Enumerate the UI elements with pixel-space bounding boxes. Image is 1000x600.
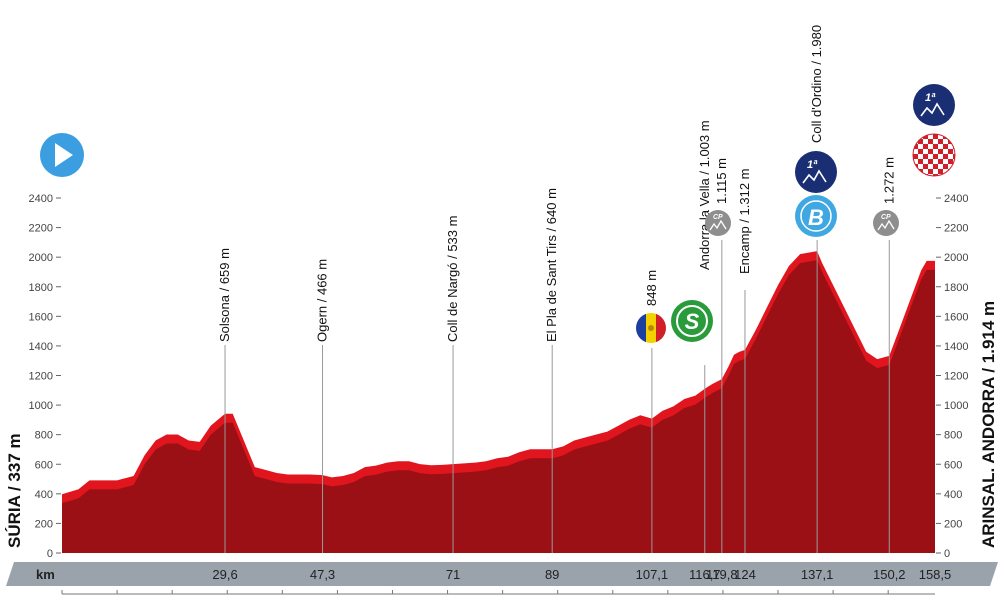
km-label: 107,1 [636, 567, 669, 582]
svg-text:1ª: 1ª [807, 159, 818, 171]
km-label: 29,6 [212, 567, 237, 582]
km-axis-label: km [36, 567, 55, 582]
y-tick-label-left: 600 [35, 459, 53, 471]
y-axis-left: 0 200 400 600 800 1000 1200 1400 1600 1800 2000 220… [29, 193, 61, 560]
waypoint-label: Encamp / 1.312 m [737, 169, 752, 275]
km-label: 119,8 [706, 567, 738, 582]
km-label: 71 [446, 567, 460, 582]
start-badge [40, 133, 84, 177]
svg-text:CP: CP [713, 214, 723, 221]
finish-flag-badge [912, 133, 956, 177]
waypoint-label: Andorra la Vella / 1.003 m [697, 120, 712, 270]
waypoint-label: Coll d'Ordino / 1.980 [809, 25, 824, 143]
y-tick-label-right: 600 [944, 459, 962, 471]
waypoint-label: El Pla de Sant Tirs / 640 m [544, 188, 559, 342]
svg-text:CP: CP [881, 214, 891, 221]
cp-icon-1: CP [705, 210, 731, 236]
svg-text:1ª: 1ª [925, 92, 936, 104]
profile-area [62, 260, 935, 553]
y-tick-label-right: 1400 [944, 341, 968, 353]
waypoint-label: 848 m [644, 270, 659, 306]
y-tick-label-right: 800 [944, 430, 962, 442]
y-tick-label-left: 1000 [29, 400, 53, 412]
km-bar [6, 562, 998, 586]
y-tick-label-left: 2200 [29, 223, 53, 235]
km-label: 158,5 [919, 567, 952, 582]
sprint-badge: S [671, 300, 713, 342]
km-label: 116,7 [689, 567, 721, 582]
waypoint-label: 1.272 m [881, 157, 896, 204]
y-tick-label-right: 1600 [944, 311, 968, 323]
waypoint-lines [224, 240, 890, 553]
km-label: 150,2 [873, 567, 906, 582]
y-tick-label-right: 2400 [944, 193, 968, 205]
y-tick-label-right: 1200 [944, 371, 968, 383]
waypoint-labels: Solsona / 659 m Ogern / 466 m Coll de Narg… [217, 25, 896, 342]
y-tick-label-left: 1200 [29, 371, 53, 383]
start-label: SÚRIA / 337 m [5, 433, 24, 548]
waypoint-label: Solsona / 659 m [217, 248, 232, 342]
y-tick-label-right: 1000 [944, 400, 968, 412]
km-label: 124 [734, 567, 756, 582]
waypoint-label: Ogern / 466 m [315, 259, 330, 342]
svg-text:S: S [685, 309, 700, 334]
km-label: 137,1 [801, 567, 834, 582]
y-tick-label-right: 1800 [944, 282, 968, 294]
ruler-ticks [61, 590, 889, 594]
y-tick-label-left: 2400 [29, 193, 53, 205]
y-tick-label-left: 1600 [29, 311, 53, 323]
waypoint-label: 1.115 m [714, 158, 729, 204]
kom-badge-finish: 1ª [913, 84, 955, 126]
svg-text:B: B [808, 205, 824, 230]
y-axis-right: 0 200 400 600 800 1000 1200 1400 1600 1800 2000 220… [936, 193, 968, 560]
y-tick-label-left: 0 [47, 548, 53, 560]
y-tick-label-left: 200 [35, 518, 53, 530]
cp-icon-2: CP [873, 210, 899, 236]
y-tick-label-left: 400 [35, 489, 53, 501]
play-icon [55, 143, 73, 167]
kom-badge-ordino: 1ª [795, 151, 837, 193]
andorra-flag-badge [636, 313, 666, 343]
y-tick-label-right: 2200 [944, 223, 968, 235]
finish-label: ARINSAL. ANDORRA / 1.914 m [979, 301, 998, 548]
y-tick-label-left: 1400 [29, 341, 53, 353]
bonus-badge: B [795, 195, 837, 237]
y-tick-label-left: 2000 [29, 252, 53, 264]
y-tick-label-right: 200 [944, 518, 962, 530]
y-tick-label-right: 400 [944, 489, 962, 501]
y-tick-label-left: 1800 [29, 282, 53, 294]
y-tick-label-right: 2000 [944, 252, 968, 264]
y-tick-label-left: 800 [35, 430, 53, 442]
waypoint-label: Coll de Nargó / 533 m [445, 216, 460, 342]
km-label: 47,3 [310, 567, 335, 582]
y-tick-label-right: 0 [944, 548, 950, 560]
km-label: 89 [545, 567, 559, 582]
